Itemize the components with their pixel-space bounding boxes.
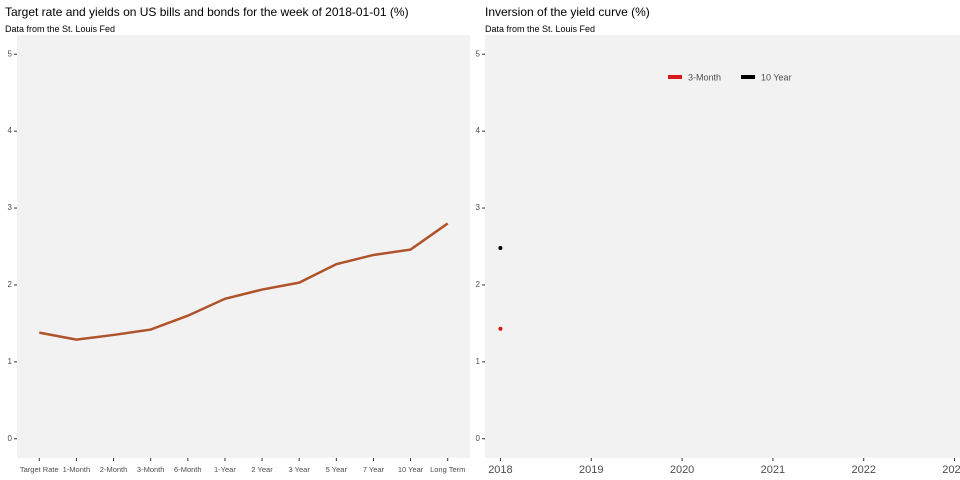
x-tick-label: Long Term [430, 465, 465, 474]
x-tick-label: 3 Year [289, 465, 311, 474]
x-tick-label: 6-Month [174, 465, 202, 474]
x-tick-label: 2018 [488, 464, 512, 476]
panel [485, 35, 960, 458]
y-tick-label: 0 [8, 434, 13, 443]
x-tick-label: 2019 [579, 464, 603, 476]
x-tick-label: 2021 [761, 464, 785, 476]
x-tick-label: 1-Year [214, 465, 236, 474]
x-tick-label: 2 Year [251, 465, 273, 474]
x-tick-label: 2-Month [100, 465, 128, 474]
chart-title: Target rate and yields on US bills and b… [5, 5, 409, 19]
y-tick-label: 1 [476, 357, 481, 366]
chart-subtitle: Data from the St. Louis Fed [485, 24, 595, 34]
chart-title: Inversion of the yield curve (%) [485, 5, 650, 19]
y-tick-label: 5 [476, 49, 481, 58]
y-tick-label: 0 [476, 434, 481, 443]
legend-key [741, 75, 756, 79]
legend-label: 3-Month [688, 72, 721, 82]
y-tick-label: 4 [476, 126, 481, 135]
line [39, 222, 449, 341]
y-tick-label: 4 [8, 126, 13, 135]
legend-label: 10 Year [761, 72, 792, 82]
panel [17, 35, 470, 458]
x-tick-label: 1-Month [63, 465, 91, 474]
x-tick-label: Target Rate [20, 465, 59, 474]
y-tick-label: 2 [476, 280, 481, 289]
point [498, 246, 503, 251]
point [498, 326, 503, 331]
x-tick-label: 2022 [851, 464, 875, 476]
x-tick-label: 5 Year [326, 465, 348, 474]
chart-subtitle: Data from the St. Louis Fed [5, 24, 115, 34]
x-tick-label: 10 Year [398, 465, 424, 474]
x-tick-label: 7 Year [363, 465, 385, 474]
y-tick-label: 5 [8, 49, 13, 58]
legend-key [668, 75, 682, 79]
y-tick-label: 3 [8, 203, 13, 212]
y-tick-label: 2 [8, 280, 13, 289]
y-tick-label: 3 [476, 203, 481, 212]
x-tick-label: 2020 [670, 464, 694, 476]
y-tick-label: 1 [8, 357, 13, 366]
x-tick-label: 3-Month [137, 465, 165, 474]
